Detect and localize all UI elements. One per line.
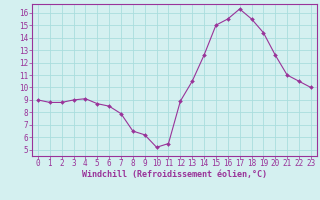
X-axis label: Windchill (Refroidissement éolien,°C): Windchill (Refroidissement éolien,°C) [82,170,267,179]
